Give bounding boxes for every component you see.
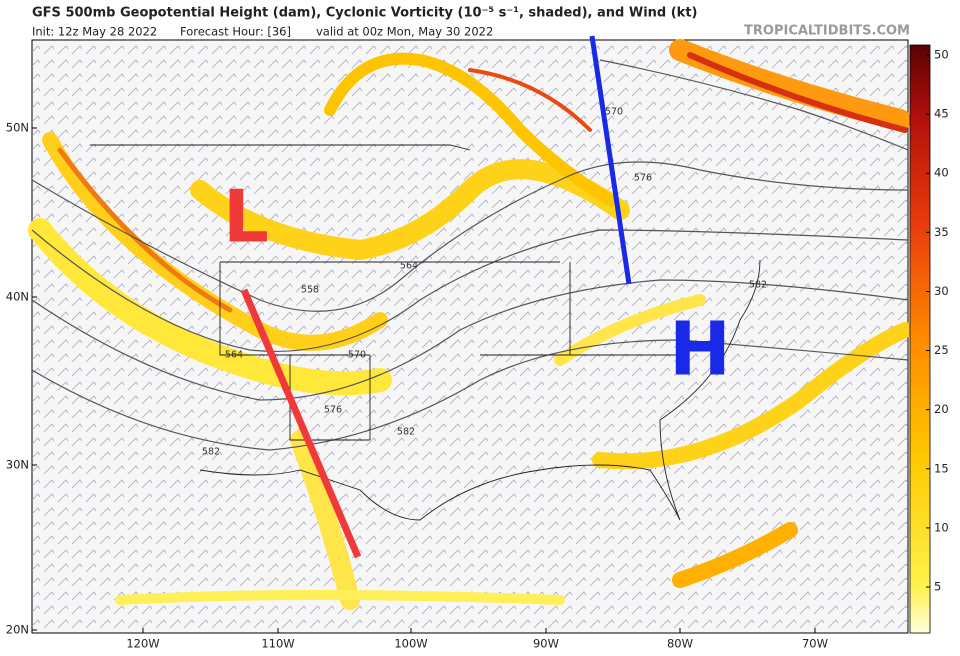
lon-label: 100W: [394, 637, 427, 651]
colorbar-tick-label: 30: [934, 284, 949, 298]
trough-axis: [240, 288, 362, 559]
contour-label: 570: [605, 107, 623, 118]
init-time: Init: 12z May 28 2022: [32, 25, 157, 39]
credit: TROPICALTIDBITS.COM: [744, 24, 910, 39]
contour-label: 576: [634, 173, 652, 184]
lon-label: 70W: [802, 637, 828, 651]
colorbar-tick-label: 15: [934, 461, 949, 475]
colorbar-tick-label: 50: [934, 48, 949, 62]
geopotential-contours: [31, 59, 909, 451]
colorbar-tick-label: 25: [934, 343, 949, 357]
vorticity-shading: [28, 39, 913, 610]
ridge-axis: [589, 35, 632, 285]
contour-label: 564: [225, 350, 243, 361]
valid-time: valid at 00z Mon, May 30 2022: [316, 25, 493, 39]
lon-label: 90W: [533, 637, 559, 651]
lon-label: 80W: [667, 637, 693, 651]
contour-label: 576: [324, 405, 342, 416]
forecast-hour: Forecast Hour: [36]: [180, 25, 291, 39]
contour-label: 564: [400, 261, 418, 272]
lon-label: 110W: [261, 637, 294, 651]
lon-label: 120W: [126, 637, 159, 651]
colorbar: [909, 44, 931, 634]
lat-label: 50N: [6, 121, 29, 135]
contour-label: 570: [348, 350, 366, 361]
title: GFS 500mb Geopotential Height (dam), Cyc…: [32, 6, 698, 21]
contour-label: 582: [749, 280, 767, 291]
contour-label: 582: [397, 427, 415, 438]
contour-label: 582: [202, 447, 220, 458]
borders: [90, 144, 761, 521]
high-label: H: [669, 307, 731, 393]
colorbar-tick-label: 5: [934, 580, 941, 594]
lat-label: 30N: [6, 458, 29, 472]
colorbar-tick-label: 45: [934, 107, 949, 121]
contour-label: 558: [301, 285, 319, 296]
lat-label: 20N: [6, 623, 29, 637]
low-label: L: [223, 175, 269, 259]
colorbar-tick-label: 40: [934, 166, 949, 180]
lat-label: 40N: [6, 290, 29, 304]
colorbar-tick-label: 10: [934, 520, 949, 534]
colorbar-tick-label: 20: [934, 402, 949, 416]
colorbar-tick-label: 35: [934, 225, 949, 239]
